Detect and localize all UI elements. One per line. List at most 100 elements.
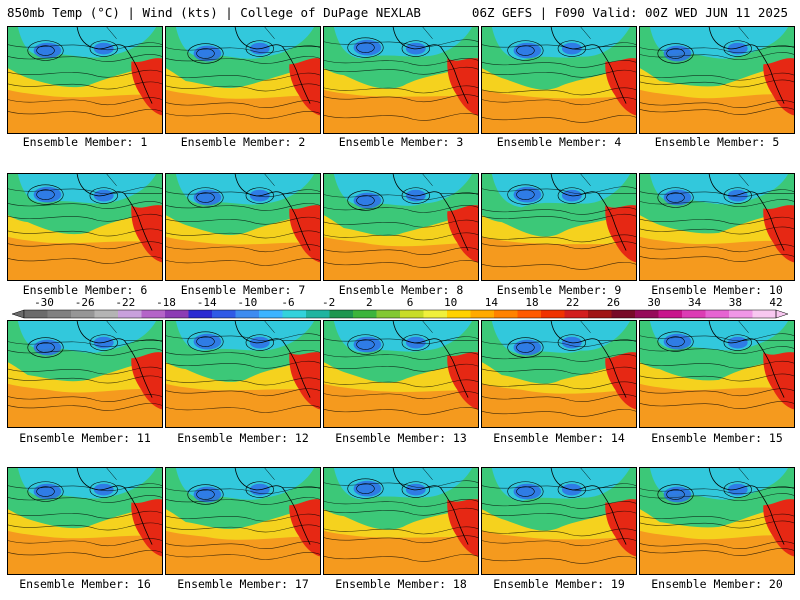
ensemble-member-map-4 [481,26,637,134]
ensemble-member-label: Ensemble Member: 3 [338,135,464,149]
colorbar-segment [306,310,330,318]
ensemble-member-label: Ensemble Member: 2 [180,135,306,149]
ensemble-member-label: Ensemble Member: 15 [651,431,783,445]
temperature-map [324,174,478,280]
colorbar-segment [658,310,683,318]
colorbar-tick-label: -10 [237,296,257,309]
colorbar-segment [118,310,142,318]
ensemble-member-label: Ensemble Member: 8 [338,283,464,297]
ensemble-member-map-13 [323,320,479,428]
colorbar-segment [752,310,777,318]
temperature-map [166,174,320,280]
ensemble-member-map-15 [639,320,795,428]
colorbar-segment [588,310,612,318]
ensemble-member-label: Ensemble Member: 11 [19,431,151,445]
temperature-map [324,321,478,427]
ensemble-member-label: Ensemble Member: 12 [177,431,309,445]
ensemble-member-label: Ensemble Member: 19 [493,577,625,591]
ensemble-member-map-11 [7,320,163,428]
ensemble-member-map-7 [165,173,321,281]
temperature-map [482,468,636,574]
temperature-map [482,321,636,427]
temperature-map [8,27,162,133]
colorbar-tick-label: 14 [485,296,499,309]
colorbar-segment [71,310,95,318]
ensemble-member-map-10 [639,173,795,281]
colorbar-segment [470,310,495,318]
ensemble-member-label: Ensemble Member: 4 [496,135,622,149]
ensemble-member-map-20 [639,467,795,575]
colorbar-segment [212,310,236,318]
colorbar-segment [353,310,377,318]
temperature-map [166,27,320,133]
temperature-map [8,468,162,574]
temperature-map [640,468,794,574]
colorbar-tick-label: 42 [769,296,782,309]
colorbar-segment [400,310,424,318]
colorbar-segment [635,310,659,318]
colorbar-segment [235,310,260,318]
ensemble-member-label: Ensemble Member: 5 [654,135,780,149]
colorbar-tick-label: -2 [322,296,335,309]
ensemble-member-label: Ensemble Member: 16 [19,577,151,591]
temperature-colorbar: -30 -26 -22 -18 -14 -10 -6 -2 2 6 10 14 18 22 26 30 34 38… [12,296,788,319]
temperature-map [640,321,794,427]
colorbar-tick-label: -30 [34,296,54,309]
temperature-map [166,468,320,574]
ensemble-member-label: Ensemble Member: 1 [22,135,148,149]
colorbar-tick-label: 2 [366,296,373,309]
colorbar-segment [47,310,72,318]
colorbar-segment [329,310,354,318]
ensemble-member-label: Ensemble Member: 7 [180,283,306,297]
colorbar-tick-label: -6 [281,296,294,309]
colorbar-tick-label: 30 [647,296,660,309]
ensemble-member-label: Ensemble Member: 14 [493,431,625,445]
temperature-map [8,321,162,427]
colorbar-segment [705,310,730,318]
colorbar-tick-label: 26 [607,296,620,309]
ensemble-member-map-6 [7,173,163,281]
colorbar-segment [729,310,753,318]
temperature-map [8,174,162,280]
colorbar-tick-label: -14 [197,296,217,309]
ensemble-member-map-5 [639,26,795,134]
colorbar-segment [376,310,401,318]
ensemble-member-map-9 [481,173,637,281]
colorbar-tick-label: 18 [525,296,538,309]
colorbar-segment [682,310,706,318]
colorbar-segment [24,310,48,318]
colorbar-segment [564,310,589,318]
ensemble-member-map-2 [165,26,321,134]
colorbar-segment [165,310,189,318]
temperature-map [640,174,794,280]
temperature-map [166,321,320,427]
colorbar-tick-label: -22 [115,296,135,309]
ensemble-member-map-17 [165,467,321,575]
colorbar-segment [423,310,448,318]
colorbar-segment [611,310,636,318]
colorbar-segment [517,310,542,318]
colorbar-segment [494,310,518,318]
ensemble-member-label: Ensemble Member: 18 [335,577,467,591]
colorbar-segment [541,310,565,318]
ensemble-member-map-3 [323,26,479,134]
colorbar-tick-label: 6 [407,296,414,309]
ensemble-member-map-18 [323,467,479,575]
colorbar-tick-label: 22 [566,296,579,309]
colorbar-tick-label: 10 [444,296,457,309]
temperature-map [482,27,636,133]
temperature-map [324,468,478,574]
ensemble-member-map-1 [7,26,163,134]
ensemble-member-label: Ensemble Member: 13 [335,431,467,445]
ensemble-member-map-16 [7,467,163,575]
ensemble-member-map-19 [481,467,637,575]
temperature-map [482,174,636,280]
ensemble-member-map-14 [481,320,637,428]
ensemble-member-label: Ensemble Member: 10 [651,283,783,297]
temperature-map [640,27,794,133]
colorbar-segment [259,310,283,318]
ensemble-member-map-8 [323,173,479,281]
colorbar-tick-label: -26 [75,296,95,309]
colorbar-tick-label: 34 [688,296,702,309]
colorbar-segment [141,310,166,318]
